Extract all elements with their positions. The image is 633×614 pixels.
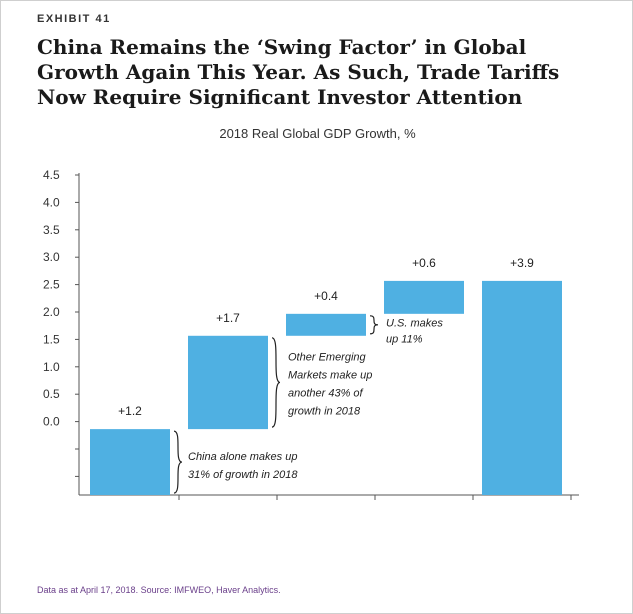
y-tick-label: 2.0 xyxy=(43,305,60,319)
title-line: China Remains the ‘Swing Factor’ in Glob… xyxy=(37,35,527,59)
title-line: Growth Again This Year. As Such, Trade T… xyxy=(37,60,560,84)
bar xyxy=(384,280,464,314)
category-label: Other xyxy=(212,509,245,511)
category-label: Other xyxy=(408,509,441,511)
y-tick-label: 4.0 xyxy=(43,195,60,209)
chart-title: China Remains the ‘Swing Factor’ in Glob… xyxy=(37,35,597,110)
exhibit-label: EXHIBIT 41 xyxy=(37,13,111,25)
annotation-text: another 43% of xyxy=(288,387,364,399)
bar-value-label: +3.9 xyxy=(510,256,534,270)
bar xyxy=(90,429,170,495)
bar-value-label: +1.2 xyxy=(118,404,142,418)
bar-value-label: +0.4 xyxy=(314,289,338,303)
annotation-brace xyxy=(271,337,281,428)
y-tick-label: 2.5 xyxy=(43,278,60,292)
annotation-text: Markets make up xyxy=(288,369,372,381)
bar-value-label: +0.6 xyxy=(412,256,436,270)
annotation-text: Other Emerging xyxy=(288,351,367,363)
chart-plot: 4.5 4.0 3.5 3.0 2.5 2.0 1.5 1.0 0.5 0.0 +1.2 China +… xyxy=(43,168,579,511)
annotation-text: China alone makes up xyxy=(188,451,297,463)
annotation-text: up 11% xyxy=(386,333,423,345)
bar xyxy=(482,280,562,495)
bar-value-label: +1.7 xyxy=(216,311,240,325)
y-tick-label: 1.0 xyxy=(43,360,60,374)
y-tick-label: 3.5 xyxy=(43,223,60,237)
y-tick-label: 1.5 xyxy=(43,332,60,346)
y-tick-label: 0.0 xyxy=(43,415,60,429)
category-label: World xyxy=(505,509,539,511)
bar xyxy=(188,335,268,430)
annotation-brace xyxy=(173,430,183,494)
annotation-brace xyxy=(369,315,379,335)
y-tick-label: 4.5 xyxy=(43,168,60,182)
title-line: Now Require Significant Investor Attenti… xyxy=(37,85,523,109)
annotation-text: U.S. makes xyxy=(386,317,443,329)
category-label: China xyxy=(113,509,148,511)
source-note: Data as at April 17, 2018. Source: IMFWE… xyxy=(37,585,281,595)
y-tick-label: 3.0 xyxy=(43,250,60,264)
category-label: US xyxy=(317,509,335,511)
annotation-text: growth in 2018 xyxy=(288,405,361,417)
chart-subtitle: 2018 Real Global GDP Growth, % xyxy=(219,126,416,141)
bar xyxy=(286,313,366,336)
annotation-text: 31% of growth in 2018 xyxy=(188,469,298,481)
y-tick-label: 0.5 xyxy=(43,387,60,401)
